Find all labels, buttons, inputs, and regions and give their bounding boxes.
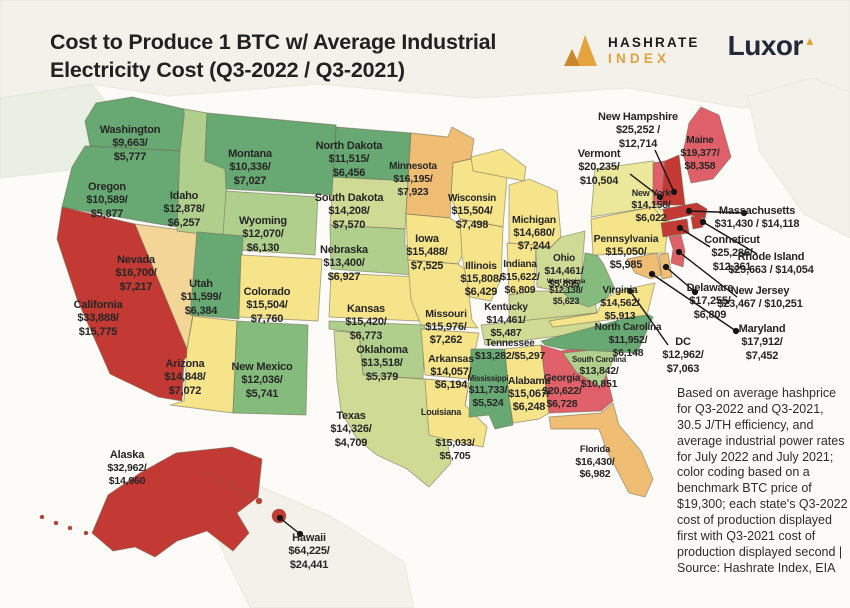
callout-label-dot-MD xyxy=(732,327,740,335)
callout-leader-lines xyxy=(276,149,758,538)
callout-line-MA xyxy=(688,210,745,214)
state-shape-TX xyxy=(333,330,470,488)
callout-line-DC xyxy=(629,290,669,346)
state-shape-LA xyxy=(424,378,488,448)
state-shape-MO xyxy=(407,259,479,329)
state-island-HI xyxy=(217,477,223,483)
state-shape-SD xyxy=(329,176,409,230)
state-island-AK xyxy=(67,525,73,531)
callout-dot-VT xyxy=(656,193,664,201)
state-shape-ND xyxy=(332,126,412,182)
callout-dot-MA xyxy=(685,207,693,215)
title-line-1: Cost to Produce 1 BTC w/ Average Industr… xyxy=(50,30,497,54)
state-shape-MA xyxy=(662,202,708,222)
state-island-HI xyxy=(246,492,252,498)
logos: HASHRATE INDEX Luxor▲ xyxy=(563,30,816,67)
state-island-HI xyxy=(255,497,263,505)
callout-line-DE xyxy=(665,266,696,293)
callout-dot-MD xyxy=(648,270,656,278)
callout-line-NJ xyxy=(678,251,738,298)
state-shape-FL xyxy=(548,402,654,498)
page-title: Cost to Produce 1 BTC w/ Average Industr… xyxy=(50,28,550,85)
callout-dot-CT xyxy=(676,224,684,232)
state-shape-WY xyxy=(221,190,319,256)
state-shape-MI xyxy=(508,178,562,250)
callout-label-dot-MA xyxy=(740,209,748,217)
state-island-HI xyxy=(204,469,212,477)
callout-label-dot-DE xyxy=(691,288,699,296)
luxor-triangle-icon: ▲ xyxy=(803,34,816,48)
state-shape-VA xyxy=(548,282,656,328)
callout-dot-NJ xyxy=(675,248,683,256)
state-shape-NM xyxy=(232,320,309,416)
methodology-footnote: Based on average hashprice for Q3-2022 a… xyxy=(677,386,848,575)
state-shape-CO xyxy=(238,254,323,322)
state-island-AK xyxy=(53,520,59,526)
state-shape-NE xyxy=(329,224,418,276)
callout-line-CT xyxy=(679,227,711,248)
callout-dot-DE xyxy=(662,263,670,271)
state-shape-IA xyxy=(405,213,469,265)
state-shape-OH xyxy=(535,230,586,292)
state-shape-WV xyxy=(562,252,616,308)
state-shape-IN xyxy=(506,242,537,296)
state-shape-AK xyxy=(91,446,263,558)
callout-label-dot-HI xyxy=(296,530,304,538)
state-island-AK xyxy=(39,514,45,520)
state-shape-MT xyxy=(204,112,337,196)
callout-line-NH xyxy=(654,149,675,193)
callout-line-VT xyxy=(629,173,661,198)
state-island-AK xyxy=(83,530,89,536)
state-shape-KS xyxy=(328,272,422,322)
state-island-HI xyxy=(227,482,235,490)
hashrate-triangles-icon xyxy=(564,35,597,66)
hashrate-index-logo: HASHRATE INDEX xyxy=(563,34,700,67)
callout-dot-HI xyxy=(276,514,284,522)
callout-line-RI xyxy=(702,221,758,255)
state-shape-IL xyxy=(459,218,504,302)
title-line-2: Electricity Cost (Q3-2022 / Q3-2021) xyxy=(50,58,405,83)
states-layer xyxy=(39,96,732,558)
state-shape-ME xyxy=(682,106,732,184)
hashrate-wordmark: HASHRATE xyxy=(608,34,700,50)
state-shape-WA xyxy=(84,96,185,152)
callout-dot-DC xyxy=(626,287,634,295)
state-shape-MD xyxy=(626,252,662,280)
callout-line-MD xyxy=(651,273,737,332)
luxor-logo: Luxor▲ xyxy=(727,30,816,62)
state-shape-RI xyxy=(690,214,704,230)
state-island-HI xyxy=(238,488,244,494)
callout-line-HI xyxy=(279,517,301,535)
state-shape-UT xyxy=(189,231,244,320)
state-shape-MI xyxy=(470,148,527,182)
callout-dot-RI xyxy=(699,218,707,226)
callout-dot-NH xyxy=(670,188,678,196)
index-wordmark: INDEX xyxy=(608,50,671,66)
luxor-wordmark: Luxor xyxy=(727,30,804,61)
